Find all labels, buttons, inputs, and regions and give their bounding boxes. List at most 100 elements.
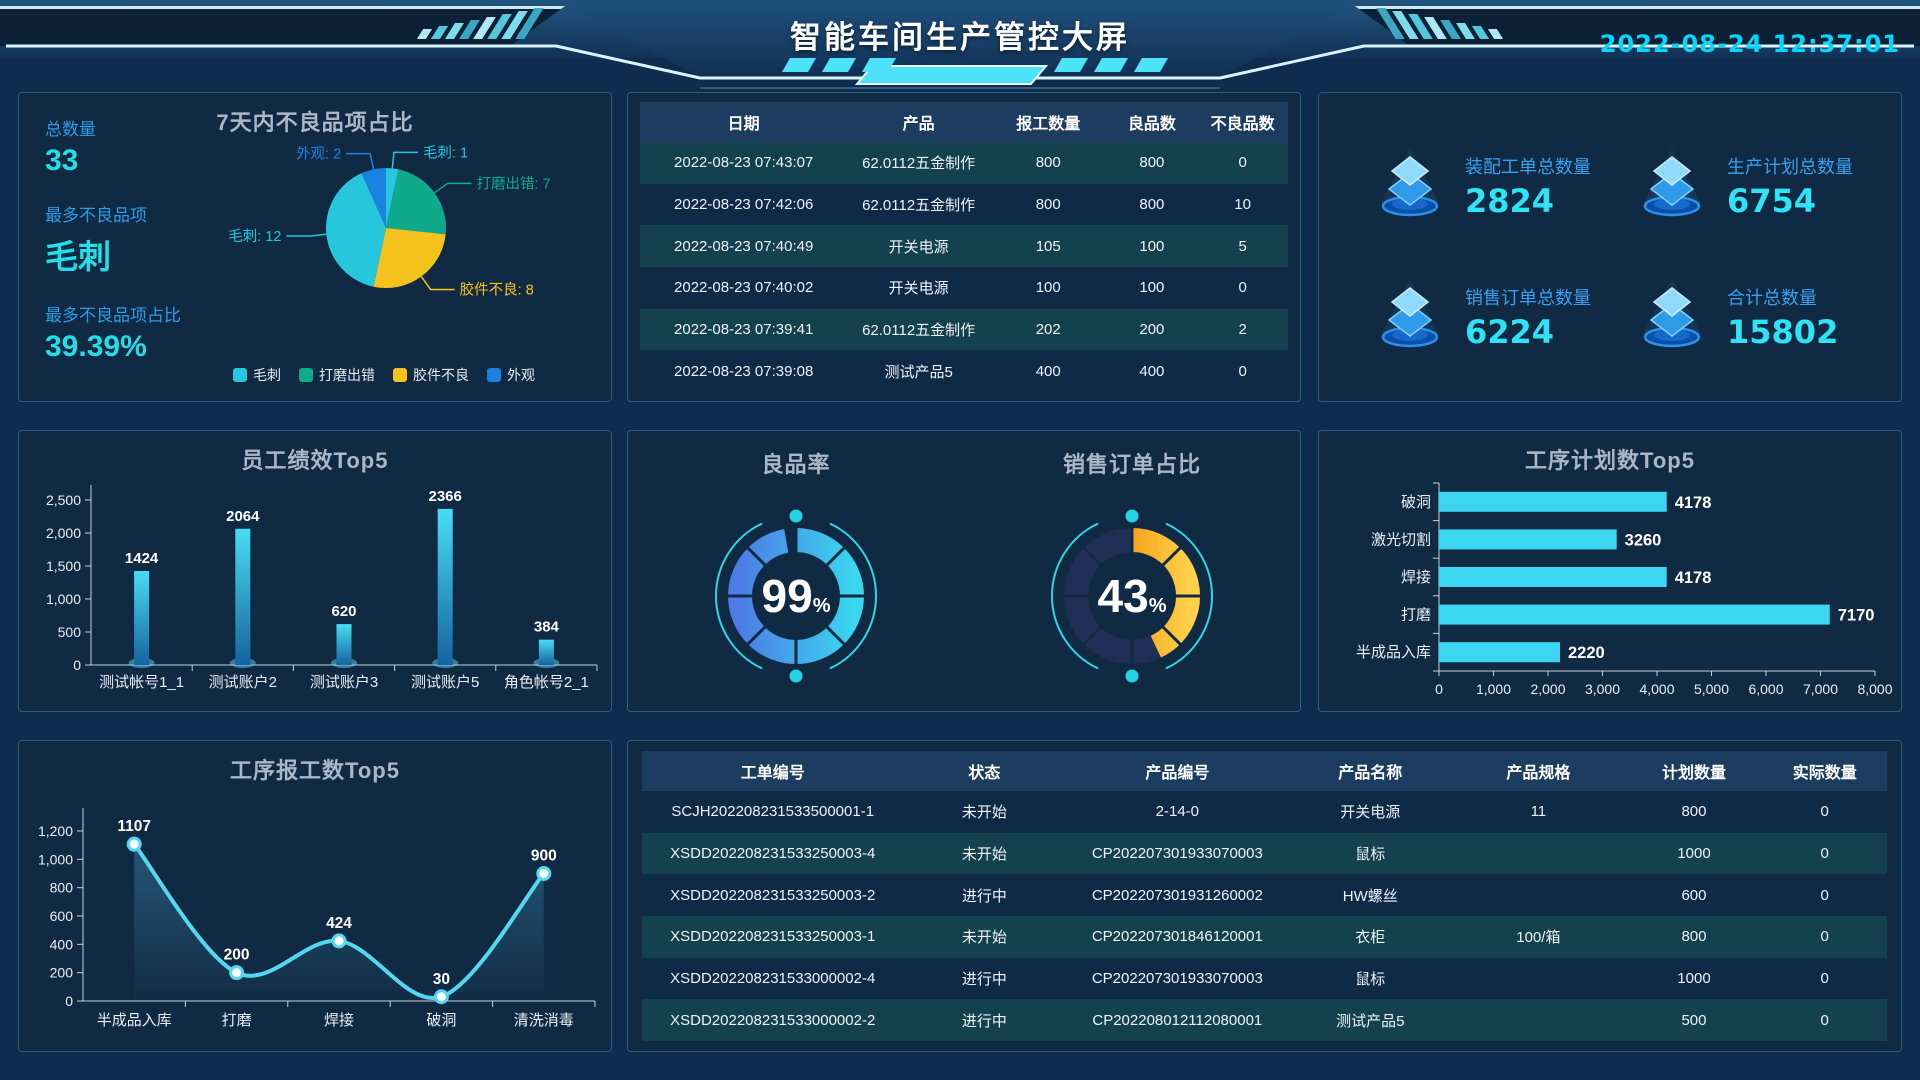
bar	[1439, 529, 1617, 550]
datetime-display: 2022-08-24 12:37:01	[1599, 30, 1900, 58]
value-label: 620	[331, 603, 356, 620]
table-cell: 进行中	[961, 887, 1007, 905]
stat-label: 最多不良品项占比	[45, 306, 181, 325]
table-cell: 200	[1139, 320, 1165, 338]
table-cell: XSDD202208231533000002-2	[670, 1011, 876, 1029]
table-cell	[1451, 999, 1625, 1041]
value-label: 384	[534, 619, 560, 636]
table-cell: XSDD202208231533000002-4	[670, 969, 876, 987]
data-point	[229, 965, 245, 981]
table-header-row: 日期 产品 报工数量 良品数 不良品数	[640, 102, 1288, 142]
table-cell: 0	[1238, 154, 1247, 172]
table-row: 2022-08-23 07:39:08 测试产品5 400 400 0	[640, 350, 1288, 392]
table-cell: 0	[1820, 886, 1829, 904]
table-cell: 0	[1820, 969, 1829, 987]
process-report-panel: 工序报工数Top5 0 200 400 600 800 1,000 1,200 1107 半成品…	[18, 740, 612, 1052]
stat-card: 合计总数量 15802	[1629, 252, 1891, 383]
table-cell: 测试产品5	[884, 363, 953, 381]
chart-title: 工序计划数Top5	[1525, 448, 1695, 473]
table-cell: 100	[1035, 279, 1061, 297]
stat-value: 毛刺	[45, 238, 111, 275]
legend-label: 打磨出错	[319, 367, 375, 383]
table-cell: 400	[1035, 362, 1061, 380]
axis-tick-label: 800	[50, 880, 74, 896]
table-cell: 开关电源	[888, 238, 949, 256]
gauge-dot	[789, 669, 803, 683]
category-label: 测试账户2	[209, 674, 277, 691]
table-cell: 62.0112五金制作	[862, 155, 976, 173]
order-stats-panel: 装配工单总数量 2824 生产计划总数量 6754 销售订单总数量 6224	[1318, 92, 1902, 402]
table-cell: 开关电源	[1340, 804, 1401, 822]
gauge-deco-arc	[1165, 522, 1213, 670]
data-point	[126, 836, 142, 852]
chart-title: 员工绩效Top5	[241, 448, 389, 473]
category-label: 破洞	[426, 1012, 456, 1029]
category-label: 测试账户5	[411, 674, 479, 691]
table-row: XSDD202208231533250003-4 未开始 CP20220730193…	[642, 832, 1887, 875]
value-label: 4178	[1675, 569, 1712, 587]
category-label: 破洞	[1401, 494, 1431, 511]
data-point	[536, 866, 552, 881]
table-cell: 2	[1238, 320, 1247, 338]
legend-label: 外观	[507, 367, 535, 383]
column-header: 计划数量	[1625, 751, 1763, 791]
value-label: 1424	[125, 550, 159, 567]
axis-tick-label: 4,000	[1639, 681, 1674, 697]
sales-order-gauge: 43%	[1051, 509, 1213, 683]
table-row: 2022-08-23 07:39:41 62.0112五金制作 202 200 2	[640, 308, 1288, 351]
table-cell: 800	[1139, 195, 1165, 213]
legend-item: 胶件不良	[393, 365, 469, 385]
gauge-deco-arc	[1051, 522, 1099, 670]
table-cell: 未开始	[961, 929, 1007, 947]
chart-title: 工序报工数Top5	[230, 758, 400, 783]
table-cell: 2022-08-23 07:40:49	[674, 237, 814, 255]
table-cell: 测试产品5	[1336, 1012, 1405, 1030]
table-cell: 62.0112五金制作	[862, 196, 976, 214]
pie-label: 胶件不良: 8	[460, 281, 534, 298]
page-title: 智能车间生产管控大屏	[790, 20, 1130, 55]
stat-label: 生产计划总数量	[1727, 157, 1853, 177]
legend-swatch	[233, 368, 247, 382]
line-area	[134, 844, 544, 1001]
table-cell: 2022-08-23 07:39:41	[674, 320, 814, 338]
category-label: 半成品入库	[1356, 644, 1431, 661]
category-label: 清洗消毒	[514, 1012, 574, 1029]
pie-slice	[386, 168, 399, 228]
column-header: 良品数	[1106, 102, 1198, 142]
bar	[1439, 567, 1667, 587]
axis-tick-label: 0	[73, 657, 81, 673]
table-cell: 0	[1238, 362, 1247, 380]
value-label: 900	[531, 848, 557, 865]
table-cell: 62.0112五金制作	[862, 321, 976, 339]
table-cell: 800	[1681, 803, 1707, 821]
stat-value: 6224	[1465, 313, 1555, 351]
column-header: 日期	[640, 102, 848, 142]
legend-label: 胶件不良	[413, 367, 469, 383]
table-row: XSDD202208231533250003-1 未开始 CP20220730184…	[642, 915, 1887, 958]
table-cell	[1451, 958, 1625, 1000]
stat-label: 总数量	[45, 120, 96, 139]
table-cell: HW螺丝	[1342, 887, 1398, 905]
category-label: 焊接	[1401, 569, 1431, 586]
table-cell: SCJH202208231533500001-1	[671, 803, 875, 821]
category-label: 激光切割	[1371, 531, 1431, 548]
value-label: 30	[433, 971, 450, 988]
table-cell: 2022-08-23 07:42:06	[674, 195, 814, 213]
stat-group: 最多不良品项 毛刺	[45, 201, 215, 278]
gauge-value: 99%	[762, 570, 831, 622]
legend-swatch	[299, 368, 313, 382]
pie-slice	[361, 168, 386, 228]
axis-tick-label: 0	[65, 993, 73, 1009]
axis-tick-label: 200	[50, 965, 74, 981]
value-label: 1107	[117, 818, 151, 835]
bar	[538, 639, 554, 665]
pie-label: 毛刺: 12	[228, 228, 281, 245]
gauge-dot	[1125, 509, 1139, 523]
pie-label: 打磨出错: 7	[476, 175, 550, 192]
gauge-dot	[789, 509, 803, 523]
table-cell: 2022-08-23 07:39:08	[674, 362, 814, 380]
pie-slice	[373, 228, 446, 288]
table-cell: CP202207301933070003	[1091, 844, 1263, 862]
axis-tick-label: 6,000	[1748, 681, 1783, 697]
bar	[134, 571, 150, 665]
